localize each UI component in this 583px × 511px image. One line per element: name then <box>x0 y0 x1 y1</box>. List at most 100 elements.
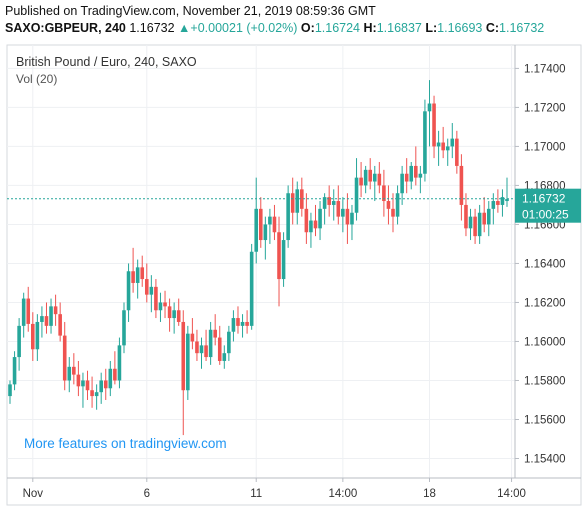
candle-body <box>40 316 44 322</box>
candle <box>204 329 208 361</box>
up-arrow-icon: ▲ <box>178 21 191 35</box>
candle-body <box>386 201 391 209</box>
open-label: O: <box>300 21 315 35</box>
time-tick-label: 18 <box>423 488 436 500</box>
candle <box>240 314 245 338</box>
candle <box>213 314 217 346</box>
candle-body <box>44 316 49 326</box>
candle <box>58 302 62 342</box>
candle-body <box>363 169 368 186</box>
candle-body <box>427 103 432 112</box>
candle <box>135 259 140 299</box>
candle <box>477 204 482 244</box>
candle-body <box>163 302 167 307</box>
symbol-label[interactable]: SAXO:GBPEUR, 240 <box>5 21 126 35</box>
candle-body <box>126 271 131 311</box>
candle-body <box>90 390 94 397</box>
low-value: 1.16693 <box>437 21 483 35</box>
candle-body <box>154 286 158 311</box>
last-price-label: 1.16732 01:00:25 <box>515 188 581 223</box>
candle-body <box>418 173 423 178</box>
candle <box>217 325 222 365</box>
candle-body <box>345 208 350 225</box>
candle <box>263 216 268 260</box>
candle-body <box>491 201 496 209</box>
candle-body <box>505 199 509 202</box>
candle-body <box>213 329 217 338</box>
candle-body <box>72 366 76 375</box>
candle-body <box>354 177 359 213</box>
candle <box>491 193 496 225</box>
candle <box>208 321 213 365</box>
candle <box>377 162 382 194</box>
candle <box>386 185 391 225</box>
candle-body <box>318 208 322 229</box>
candle <box>290 177 295 225</box>
candles <box>8 80 509 436</box>
candle <box>409 162 414 190</box>
candle <box>445 138 450 166</box>
candle <box>53 294 58 326</box>
change-value: +0.00021 (+0.02%) <box>190 21 298 35</box>
candle-body <box>432 103 436 147</box>
candle <box>432 95 436 159</box>
candle <box>144 263 149 303</box>
open-value: 1.16724 <box>314 21 360 35</box>
candle <box>186 325 190 400</box>
candle <box>473 208 477 244</box>
candle <box>167 298 172 332</box>
candle <box>304 193 309 244</box>
candle <box>122 302 126 354</box>
candle <box>354 158 359 221</box>
candle <box>455 130 459 174</box>
candle <box>372 165 377 202</box>
candle-body <box>195 341 199 354</box>
candle-body <box>382 185 386 202</box>
price-axis[interactable]: 1.174001.172001.170001.168001.166001.164… <box>515 63 566 465</box>
candle <box>496 189 500 213</box>
candle <box>236 306 240 334</box>
candle <box>345 193 350 244</box>
candle-body <box>236 318 240 326</box>
candle-body <box>459 165 464 205</box>
candle <box>468 208 473 241</box>
candle-body <box>258 208 263 241</box>
candle <box>81 372 85 408</box>
candle <box>72 353 76 385</box>
candle <box>49 298 53 334</box>
price-tick-label: 1.15600 <box>524 414 566 426</box>
candle-body <box>12 357 17 385</box>
candle-body <box>176 310 181 322</box>
legend-volume[interactable]: Vol (20) <box>16 72 57 86</box>
candle <box>268 208 272 244</box>
watermark-link[interactable]: More features on tradingview.com <box>24 436 227 451</box>
legend-title[interactable]: British Pound / Euro, 240, SAXO <box>16 55 197 69</box>
candle <box>486 201 491 237</box>
candle-body <box>76 374 81 387</box>
time-tick-label: 14:00 <box>328 488 357 500</box>
candle-body <box>208 329 213 358</box>
candle <box>404 158 409 194</box>
candle <box>154 279 158 319</box>
candle-body <box>103 380 108 389</box>
chart-frame <box>6 44 582 506</box>
candle-body <box>436 142 441 147</box>
candle <box>309 212 313 248</box>
high-label: H: <box>363 21 377 35</box>
candle <box>272 204 277 241</box>
candle-body <box>140 267 145 280</box>
candle-body <box>423 111 427 174</box>
time-axis[interactable]: Nov 6 11 14:00 18 14:00 <box>23 478 526 500</box>
candle <box>176 298 181 326</box>
candle-body <box>290 193 295 213</box>
candle <box>258 197 263 248</box>
candle-body <box>190 333 195 342</box>
candle-body <box>322 197 327 209</box>
candle <box>21 292 26 338</box>
candle-body <box>295 189 300 213</box>
candle-body <box>304 208 309 233</box>
candle-body <box>199 345 204 354</box>
candle <box>341 197 345 233</box>
candle <box>62 321 67 391</box>
